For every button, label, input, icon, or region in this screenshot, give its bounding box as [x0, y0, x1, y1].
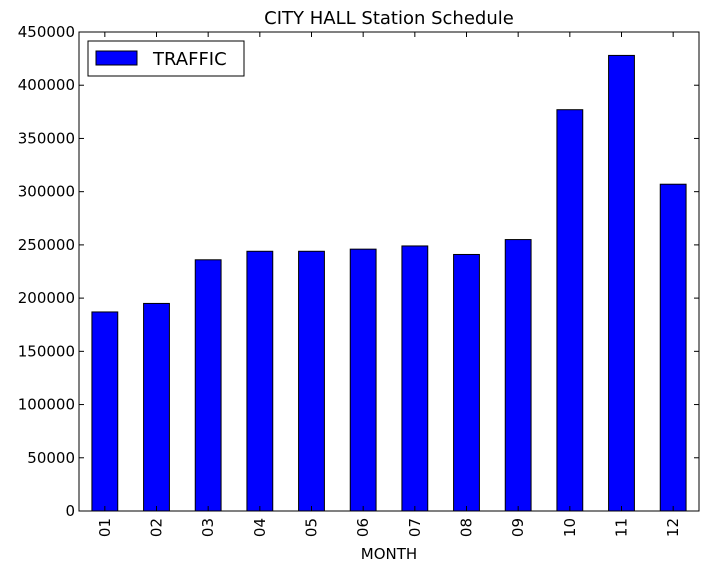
bar-12: [659, 183, 687, 512]
bar-01: [91, 311, 119, 512]
bar-08: [453, 253, 480, 512]
x-tick-label: 08: [458, 518, 476, 537]
y-tick-label: 300000: [18, 183, 75, 201]
x-axis-label: MONTH: [361, 545, 417, 563]
y-tick-label: 0: [65, 502, 75, 520]
x-tick-label: 02: [148, 518, 166, 537]
bar-10: [556, 109, 584, 512]
y-tick-label: 250000: [18, 236, 75, 254]
x-tick-label: 06: [354, 518, 372, 537]
bar-05: [298, 250, 325, 512]
x-tick-label: 09: [509, 518, 527, 537]
y-tick-label: 100000: [18, 396, 75, 414]
y-axis: 0 50000 100000 150000 200000 250000 300000 3500…: [18, 23, 699, 520]
legend-label: TRAFFIC: [152, 49, 227, 70]
chart-title: CITY HALL Station Schedule: [264, 8, 514, 29]
x-tick-label: 12: [664, 518, 682, 537]
x-tick-label: 01: [96, 518, 114, 537]
x-tick-label: 11: [613, 518, 631, 537]
bar-11: [608, 54, 635, 512]
y-tick-label: 50000: [27, 449, 75, 467]
x-tick-label: 10: [561, 518, 579, 537]
x-tick-label: 05: [303, 518, 321, 537]
y-tick-label: 350000: [18, 129, 75, 147]
y-tick-label: 200000: [18, 289, 75, 307]
x-tick-label: 03: [199, 518, 217, 537]
legend: TRAFFIC: [87, 40, 245, 77]
bar-06: [349, 248, 377, 512]
bar-07: [401, 245, 429, 512]
bar-04: [246, 250, 274, 512]
bar-03: [194, 259, 222, 512]
plot-frame: [78, 31, 700, 512]
x-axis: 01 02 03 04 05 06 07 08 09 10 11 12: [96, 32, 682, 537]
bar-09: [504, 239, 532, 512]
x-tick-label: 07: [406, 518, 424, 537]
y-tick-label: 400000: [18, 76, 75, 94]
y-tick-label: 450000: [18, 23, 75, 41]
x-tick-label: 04: [251, 518, 269, 537]
legend-swatch: [95, 50, 138, 66]
y-tick-label: 150000: [18, 342, 75, 360]
bar-02: [143, 302, 170, 512]
bars-layer: [91, 54, 687, 512]
